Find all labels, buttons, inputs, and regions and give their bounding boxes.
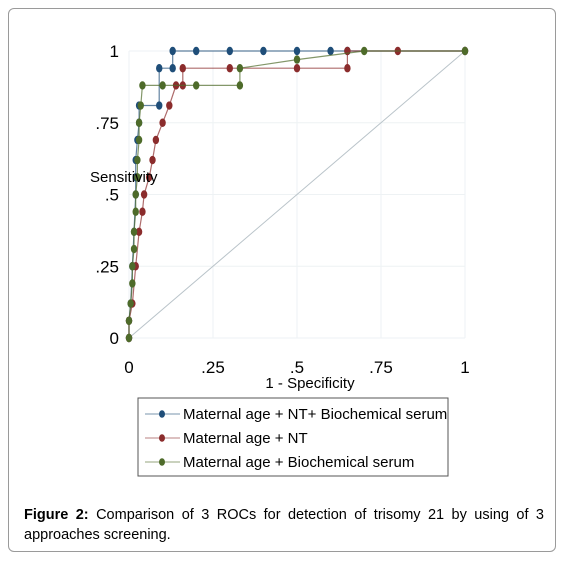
series-point (140, 190, 148, 199)
legend-items: Maternal age + NT+ Biochemical serum Mate… (145, 406, 447, 471)
series-point (236, 81, 244, 90)
series-point (135, 135, 143, 145)
series-point (159, 118, 166, 127)
series-layer (125, 46, 469, 343)
series-point (129, 279, 136, 288)
legend-item: Maternal age + Biochemical serum (145, 454, 414, 471)
series-point (145, 173, 153, 182)
figure-caption: Figure 2: Comparison of 3 ROCs for detec… (24, 505, 544, 545)
series-line (128, 50, 465, 338)
caption-text: Comparison of 3 ROCs for detection of tr… (24, 507, 544, 543)
legend-swatch-marker (159, 410, 165, 418)
legend-item: Maternal age + NT+ Biochemical serum (145, 406, 447, 423)
series-point (159, 81, 166, 90)
series-point (226, 46, 233, 56)
legend-swatch-marker (159, 458, 165, 466)
y-tick-label: .5 (105, 186, 119, 205)
series-point (129, 262, 136, 271)
caption-label: Figure 2: (24, 507, 89, 523)
x-tick-label: .25 (201, 358, 225, 377)
series-3 (125, 46, 469, 343)
series-point (139, 81, 146, 90)
tick-layer: 0 .25 .5 .75 1 0 .25 .5 .75 1 (95, 42, 469, 377)
series-point (152, 135, 160, 145)
series-point (461, 46, 469, 56)
series-point (166, 101, 173, 110)
roc-chart: 0 .25 .5 .75 1 0 .25 .5 .75 1 1 - Specificity Sen… (90, 42, 470, 477)
reference-diagonal-line (128, 50, 466, 339)
series-point (134, 155, 141, 165)
series-point (193, 46, 200, 56)
series-point (125, 333, 133, 343)
series-point (293, 46, 301, 56)
legend: Maternal age + NT+ Biochemical serum Mate… (137, 397, 449, 477)
series-point (169, 64, 176, 73)
x-tick-label: 0 (124, 358, 133, 377)
x-tick-label: .75 (369, 358, 393, 377)
series-point (139, 207, 146, 216)
series-point (130, 244, 138, 254)
series-point (132, 190, 139, 199)
series-point (344, 64, 351, 73)
series-point (149, 155, 156, 165)
series-point (135, 118, 143, 127)
series-point (156, 101, 163, 110)
legend-label: Maternal age + NT+ Biochemical serum (183, 406, 447, 423)
series-point (130, 227, 138, 237)
y-tick-label: .75 (95, 114, 119, 133)
legend-label: Maternal age + NT (183, 430, 308, 447)
series-point (179, 64, 186, 73)
series-point (293, 55, 301, 64)
series-point (137, 101, 144, 110)
legend-label: Maternal age + Biochemical serum (183, 454, 414, 471)
series-point (193, 81, 200, 90)
y-tick-label: 1 (110, 42, 119, 61)
legend-swatch-marker (159, 434, 165, 442)
series-point (260, 46, 267, 56)
y-tick-label: .25 (95, 257, 119, 276)
series-point (169, 46, 176, 56)
series-point (226, 64, 233, 73)
x-tick-label: 1 (460, 358, 469, 377)
y-axis-label: Sensitivity (90, 169, 158, 186)
series-point (127, 299, 134, 308)
reference-line-layer (128, 50, 466, 339)
series-point (293, 64, 301, 73)
series-point (327, 46, 334, 56)
y-tick-label: 0 (110, 329, 119, 348)
series-point (125, 316, 133, 325)
series-point (135, 227, 143, 237)
legend-item: Maternal age + NT (145, 430, 308, 447)
legend-box (137, 397, 449, 477)
x-axis-label: 1 - Specificity (265, 375, 355, 392)
series-point (236, 64, 244, 73)
series-point (134, 173, 141, 182)
series-point (156, 64, 163, 73)
x-tick-label: .5 (290, 358, 304, 377)
series-point (361, 46, 368, 56)
series-point (132, 207, 139, 216)
